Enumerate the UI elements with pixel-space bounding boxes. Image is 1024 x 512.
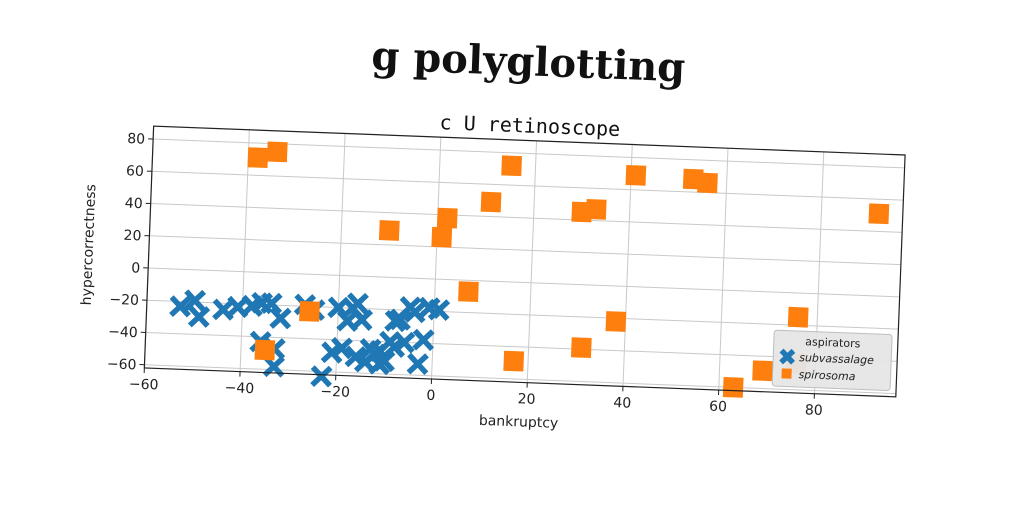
y-tick-label: 80 — [127, 131, 145, 148]
y-gridline — [149, 235, 901, 266]
x-axis-ticks: −60 −40 −20 0 20 40 60 80 — [129, 367, 823, 419]
x-gridline — [718, 148, 729, 391]
spirosoma-point — [625, 164, 647, 186]
spirosoma-point — [436, 207, 458, 229]
x-gridline — [239, 129, 250, 372]
subvassalage-point — [269, 307, 292, 330]
y-axis-ticks: −60 −40 −20 0 20 40 60 80 — [107, 131, 154, 373]
y-tick-label: 0 — [131, 260, 141, 276]
x-tick-label: 20 — [517, 391, 535, 408]
y-tick-label: −40 — [108, 324, 138, 341]
x-tick-label: 0 — [426, 388, 436, 404]
subvassalage-point — [320, 341, 344, 364]
legend-entry-label: spirosoma — [798, 368, 856, 383]
y-gridline — [151, 170, 904, 201]
legend-title: aspirators — [805, 335, 861, 350]
subvassalage-point — [427, 298, 451, 321]
y-gridline — [145, 331, 898, 362]
spirosoma-point — [697, 172, 718, 194]
y-tick-label: 60 — [126, 163, 144, 180]
spirosoma-point — [299, 300, 320, 322]
y-gridline — [150, 203, 903, 233]
x-tick-label: 40 — [613, 395, 631, 412]
spirosoma-point — [480, 191, 502, 213]
subvassalage-point — [183, 289, 207, 312]
legend-marker-spirosoma — [781, 368, 792, 379]
legend-entry-label: subvassalage — [799, 351, 874, 367]
subvassalage-point — [260, 292, 283, 315]
spirosoma-point — [458, 281, 479, 302]
spirosoma-point — [254, 339, 276, 361]
chart-title: g polyglotting — [371, 32, 687, 91]
x-tick-label: −60 — [129, 376, 159, 393]
x-tick-label: −40 — [224, 380, 254, 397]
x-gridline — [335, 133, 346, 376]
subvassalage-point — [368, 352, 391, 376]
x-axis-label: bankruptcy — [479, 413, 559, 432]
legend-marker-subvassalage — [779, 348, 796, 365]
spirosoma-point — [570, 337, 592, 358]
subvassalage-point — [330, 336, 353, 360]
spirosoma-point — [431, 226, 453, 248]
spirosoma-point — [787, 306, 809, 328]
subvassalage-point — [346, 292, 369, 315]
y-tick-label: 20 — [123, 228, 141, 245]
x-gridline — [431, 137, 442, 380]
spirosoma-point — [501, 155, 522, 177]
y-axis-label: hypercorrectness — [79, 184, 100, 306]
plot-area: −60 −40 −20 0 20 40 60 80 −60 −40 −20 0 20 40 60 80 c … — [79, 110, 906, 432]
axes-frame — [143, 125, 906, 398]
x-tick-label: 60 — [709, 399, 727, 416]
spirosoma-point — [752, 360, 773, 382]
subvassalage-point — [393, 331, 416, 354]
x-tick-label: −20 — [320, 384, 350, 401]
subvassalage-point — [262, 355, 285, 378]
subvassalage-point — [406, 352, 429, 376]
spirosoma-point — [503, 350, 525, 372]
subvassalage-point — [187, 305, 211, 328]
y-tick-label: −60 — [107, 356, 137, 373]
subvassalage-point — [383, 335, 406, 359]
y-tick-label: −20 — [109, 292, 139, 309]
subvassalage-point — [169, 295, 192, 318]
subvassalage-point — [344, 345, 367, 368]
x-tick-label: 80 — [805, 402, 823, 419]
y-tick-label: 40 — [125, 196, 143, 213]
spirosoma-point — [722, 376, 744, 398]
subvassalage-point — [403, 301, 427, 324]
x-gridline — [526, 140, 538, 383]
legend-box — [771, 329, 893, 391]
spirosoma-point — [605, 311, 627, 332]
spirosoma-point — [868, 203, 890, 225]
spirosoma-point — [266, 141, 288, 163]
chart-subtitle: c U retinoscope — [439, 110, 620, 141]
subvassalage-point — [310, 365, 333, 388]
spirosoma-point — [247, 147, 269, 168]
spirosoma-point — [378, 220, 400, 241]
subvassalage-point — [412, 328, 435, 352]
data-markers — [169, 141, 890, 398]
subvassalage-point — [350, 308, 374, 331]
y-gridline — [148, 267, 900, 298]
spirosoma-point — [585, 198, 607, 220]
